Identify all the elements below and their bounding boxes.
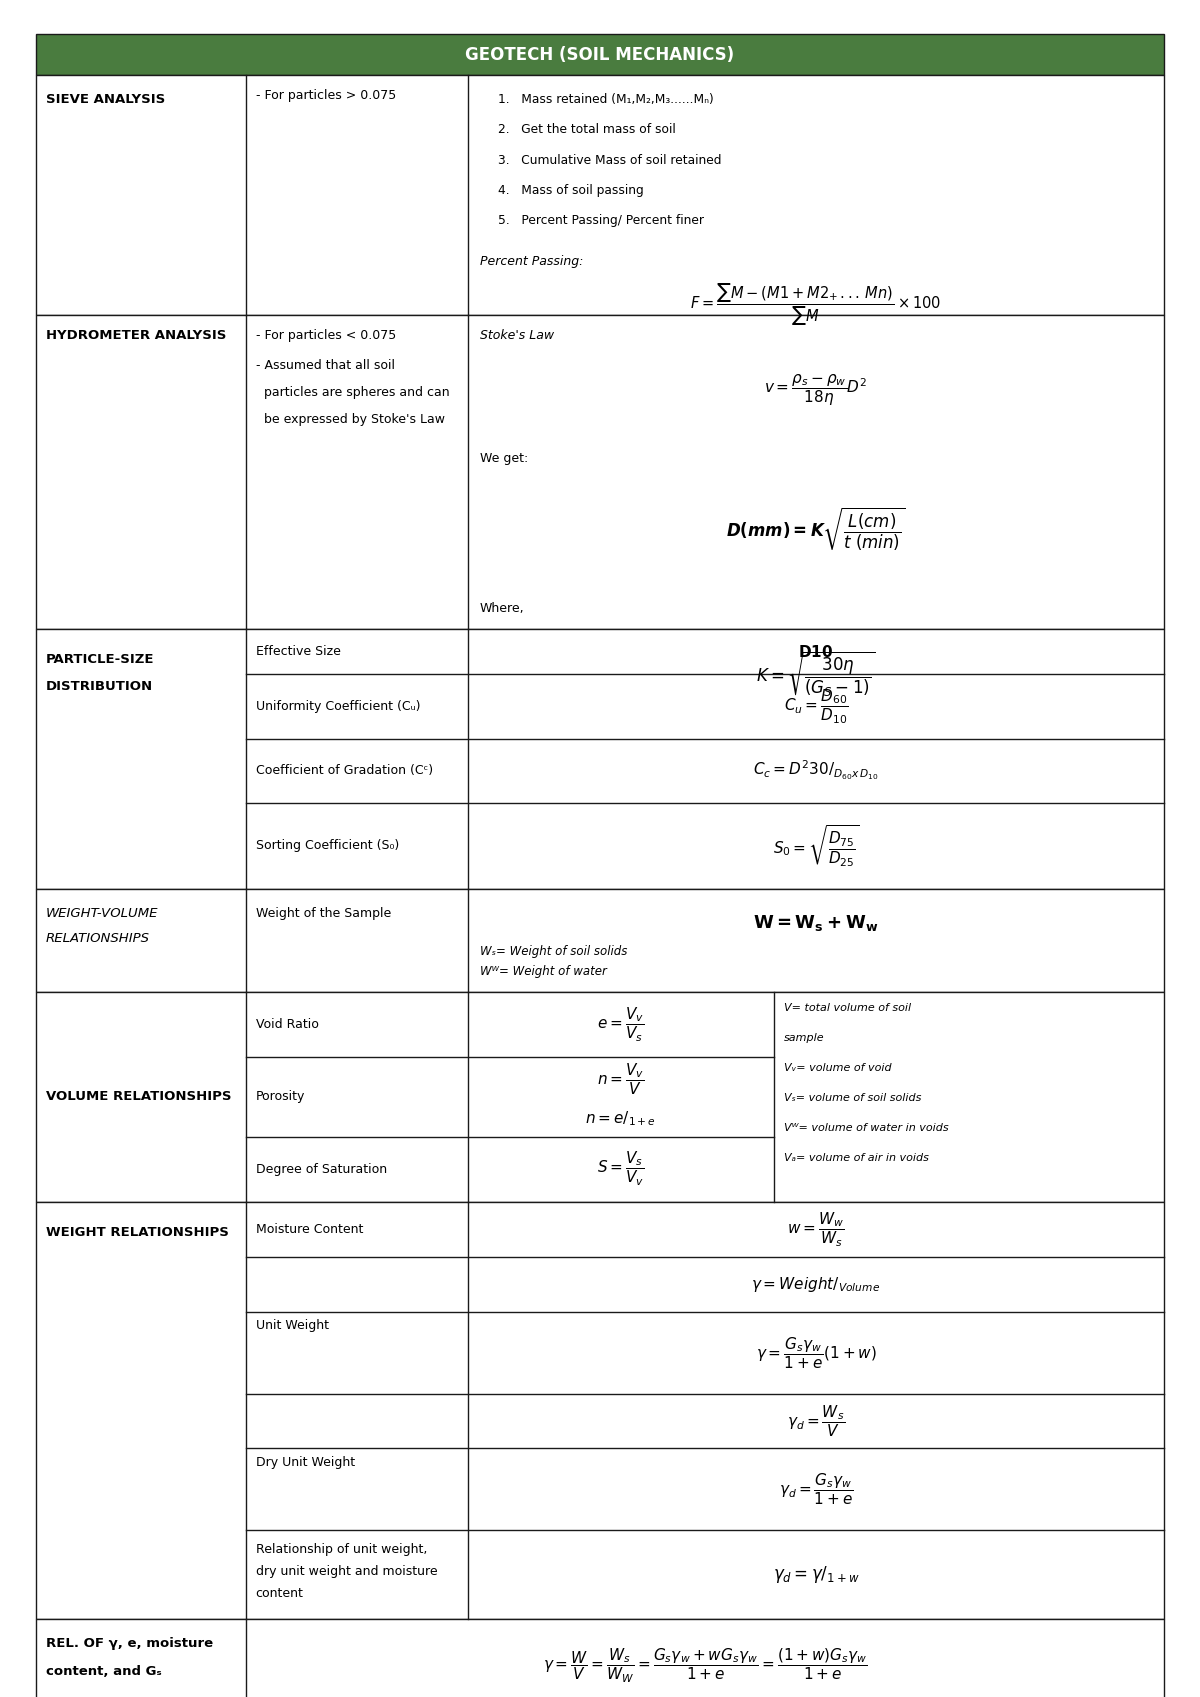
Text: $n = \dfrac{V_v}{V}$: $n = \dfrac{V_v}{V}$ [598, 1061, 644, 1096]
Text: GEOTECH (SOIL MECHANICS): GEOTECH (SOIL MECHANICS) [466, 46, 734, 64]
Text: WEIGHT-VOLUME: WEIGHT-VOLUME [46, 908, 158, 920]
Text: - For particles < 0.075: - For particles < 0.075 [256, 329, 396, 341]
Bar [36, 75, 1164, 314]
Text: Porosity: Porosity [256, 1091, 305, 1103]
Text: $\mathbf{W = W_s + W_w}$: $\mathbf{W = W_s + W_w}$ [754, 913, 878, 933]
Text: Vᵥ= volume of void: Vᵥ= volume of void [784, 1064, 892, 1073]
Text: $\gamma_d = \gamma/_{1+w}$: $\gamma_d = \gamma/_{1+w}$ [773, 1565, 859, 1585]
Text: $v = \dfrac{\rho_s - \rho_w}{18\eta} D^2$: $v = \dfrac{\rho_s - \rho_w}{18\eta} D^2… [764, 372, 868, 407]
Text: REL. OF γ, e, moisture: REL. OF γ, e, moisture [46, 1638, 212, 1651]
Text: $C_c = D^2 30/_{D_{60}x\,D_{10}}$: $C_c = D^2 30/_{D_{60}x\,D_{10}}$ [754, 759, 878, 782]
Text: $\boldsymbol{D(mm) = K\sqrt{\dfrac{L(cm)}{t\;(min)}}}$: $\boldsymbol{D(mm) = K\sqrt{\dfrac{L(cm)… [726, 506, 906, 553]
Text: Moisture Content: Moisture Content [256, 1224, 362, 1235]
Text: Unit Weight: Unit Weight [256, 1319, 329, 1332]
Bar [36, 1619, 1164, 1697]
Bar [36, 1201, 1164, 1619]
Text: $\gamma = \dfrac{W}{V} = \dfrac{W_s}{W_W} = \dfrac{G_s\gamma_w + wG_s\gamma_w}{1: $\gamma = \dfrac{W}{V} = \dfrac{W_s}{W_W… [542, 1646, 868, 1685]
Text: Coefficient of Gradation (Cᶜ): Coefficient of Gradation (Cᶜ) [256, 764, 433, 777]
Text: Relationship of unit weight,: Relationship of unit weight, [256, 1543, 427, 1556]
Text: $e = \dfrac{V_v}{V_s}$: $e = \dfrac{V_v}{V_s}$ [598, 1005, 644, 1044]
Text: - For particles > 0.075: - For particles > 0.075 [256, 90, 396, 102]
Text: 4.   Mass of soil passing: 4. Mass of soil passing [498, 183, 643, 197]
Text: Stoke's Law: Stoke's Law [480, 329, 554, 341]
Text: 2.   Get the total mass of soil: 2. Get the total mass of soil [498, 124, 676, 136]
Text: content, and Gₛ: content, and Gₛ [46, 1665, 161, 1678]
Text: Wₛ= Weight of soil solids: Wₛ= Weight of soil solids [480, 945, 628, 959]
Text: RELATIONSHIPS: RELATIONSHIPS [46, 932, 150, 945]
Text: 3.   Cumulative Mass of soil retained: 3. Cumulative Mass of soil retained [498, 153, 721, 166]
Text: $w = \dfrac{W_w}{W_s}$: $w = \dfrac{W_w}{W_s}$ [787, 1210, 845, 1249]
Text: Sorting Coefficient (S₀): Sorting Coefficient (S₀) [256, 840, 398, 852]
Text: HYDROMETER ANALYSIS: HYDROMETER ANALYSIS [46, 329, 226, 341]
Text: 5.   Percent Passing/ Percent finer: 5. Percent Passing/ Percent finer [498, 214, 704, 227]
Text: Weight of the Sample: Weight of the Sample [256, 908, 391, 920]
Bar [36, 889, 1164, 991]
Text: Uniformity Coefficient (Cᵤ): Uniformity Coefficient (Cᵤ) [256, 699, 420, 713]
Text: $\gamma = \dfrac{G_s \gamma_w}{1+e}(1+w)$: $\gamma = \dfrac{G_s \gamma_w}{1+e}(1+w)… [756, 1336, 876, 1371]
Text: Vₐ= volume of air in voids: Vₐ= volume of air in voids [784, 1154, 929, 1164]
Text: Where,: Where, [480, 602, 524, 614]
Text: Percent Passing:: Percent Passing: [480, 255, 583, 268]
Text: dry unit weight and moisture: dry unit weight and moisture [256, 1565, 437, 1578]
Text: WEIGHT RELATIONSHIPS: WEIGHT RELATIONSHIPS [46, 1225, 228, 1239]
Text: $\mathbf{D10}$: $\mathbf{D10}$ [798, 643, 834, 660]
Text: We get:: We get: [480, 451, 528, 465]
Text: Wᵂ= Weight of water: Wᵂ= Weight of water [480, 964, 607, 977]
Text: Degree of Saturation: Degree of Saturation [256, 1162, 386, 1176]
Text: Vₛ= volume of soil solids: Vₛ= volume of soil solids [784, 1093, 920, 1103]
Text: 1.   Mass retained (M₁,M₂,M₃......Mₙ): 1. Mass retained (M₁,M₂,M₃......Mₙ) [498, 93, 714, 107]
Text: PARTICLE-SIZE: PARTICLE-SIZE [46, 653, 154, 665]
Text: $S = \dfrac{V_s}{V_v}$: $S = \dfrac{V_s}{V_v}$ [598, 1151, 644, 1188]
Bar [36, 630, 1164, 889]
Text: content: content [256, 1587, 304, 1600]
Text: particles are spheres and can: particles are spheres and can [256, 385, 449, 399]
Text: DISTRIBUTION: DISTRIBUTION [46, 680, 152, 692]
Text: sample: sample [784, 1033, 824, 1044]
Bar [36, 314, 1164, 630]
Text: $F = \dfrac{\sum M - (M1 + M2_{+}\,...\,Mn)}{\sum M} \times 100$: $F = \dfrac{\sum M - (M1 + M2_{+}\,...\,… [690, 282, 942, 328]
Bar [36, 34, 1164, 75]
Bar [36, 991, 1164, 1201]
Text: SIEVE ANALYSIS: SIEVE ANALYSIS [46, 93, 164, 107]
Text: Effective Size: Effective Size [256, 645, 341, 658]
Text: be expressed by Stoke's Law: be expressed by Stoke's Law [256, 414, 445, 426]
Text: $S_0 = \sqrt{\dfrac{D_{75}}{D_{25}}}$: $S_0 = \sqrt{\dfrac{D_{75}}{D_{25}}}$ [773, 823, 859, 869]
Text: $C_u = \dfrac{D_{60}}{D_{10}}$: $C_u = \dfrac{D_{60}}{D_{10}}$ [784, 687, 848, 726]
Text: Vᵂ= volume of water in voids: Vᵂ= volume of water in voids [784, 1123, 948, 1134]
Text: $\gamma = Weight/_{Volume}$: $\gamma = Weight/_{Volume}$ [751, 1274, 881, 1293]
Text: $K = \sqrt{\dfrac{30\eta}{(G_S - 1)}}$: $K = \sqrt{\dfrac{30\eta}{(G_S - 1)}}$ [756, 650, 876, 699]
Text: Dry Unit Weight: Dry Unit Weight [256, 1456, 355, 1468]
Text: $\gamma_d = \dfrac{W_s}{V}$: $\gamma_d = \dfrac{W_s}{V}$ [787, 1403, 845, 1439]
Text: $n = e/_{1+e}$: $n = e/_{1+e}$ [586, 1110, 656, 1129]
Text: - Assumed that all soil: - Assumed that all soil [256, 358, 395, 372]
Text: V= total volume of soil: V= total volume of soil [784, 1003, 911, 1013]
Text: VOLUME RELATIONSHIPS: VOLUME RELATIONSHIPS [46, 1091, 232, 1103]
Text: $\gamma_d = \dfrac{G_s\gamma_w}{1+e}$: $\gamma_d = \dfrac{G_s\gamma_w}{1+e}$ [779, 1471, 853, 1507]
Text: Void Ratio: Void Ratio [256, 1018, 318, 1030]
